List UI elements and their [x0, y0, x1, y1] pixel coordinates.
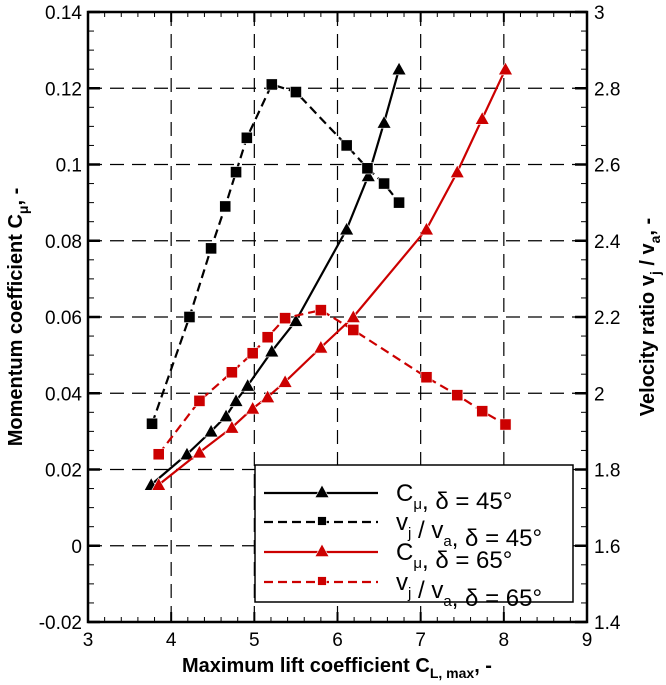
y-left-tick-label: 0.14 — [45, 3, 82, 24]
data-point — [391, 61, 407, 76]
data-point — [193, 394, 206, 407]
legend: Cμ, δ = 45°vj / va, δ = 45°Cμ, δ = 65°vj… — [254, 464, 574, 612]
data-point — [277, 374, 293, 388]
legend-marker — [317, 516, 327, 526]
y-right-tick-label: 2.8 — [594, 79, 620, 100]
data-point — [265, 78, 278, 91]
data-point — [476, 405, 489, 418]
data-point — [290, 86, 302, 98]
legend-marker — [317, 576, 327, 586]
y-left-tick-label: 0 — [71, 537, 82, 558]
y-left-tick-label: 0.02 — [45, 461, 82, 482]
data-point — [218, 408, 234, 423]
data-point — [313, 339, 329, 354]
axes: 3 4 5 6 7 8 9 -0.02 0 0.02 0.04 0.06 0.08 0.1 0.12 0.14… — [39, 3, 621, 651]
y-right-tick-label: 2.6 — [594, 156, 620, 177]
data-point — [205, 242, 217, 255]
data-point — [339, 221, 355, 236]
y-axis-right-label: Velocity ratio vj / va, - — [637, 218, 663, 416]
legend-marker — [314, 484, 330, 498]
y-right-tick-label: 1.6 — [594, 537, 620, 558]
data-point — [230, 166, 242, 179]
plot-frame — [86, 10, 589, 624]
data-point — [279, 312, 292, 325]
data-point — [345, 309, 361, 323]
legend-label: Cμ, δ = 45° — [396, 480, 512, 515]
legend-label: Cμ, δ = 65° — [396, 539, 512, 574]
data-point — [240, 378, 256, 392]
x-tick-label: 8 — [499, 630, 510, 651]
data-point — [219, 200, 232, 213]
data-point — [260, 389, 276, 403]
series-layer — [143, 61, 514, 491]
data-point — [288, 313, 304, 327]
data-point — [420, 371, 433, 384]
y-right-tick-label: 2.2 — [594, 308, 620, 329]
y-left-tick-label: 0.08 — [45, 232, 82, 253]
x-tick-label: 6 — [332, 630, 343, 651]
data-point — [240, 131, 253, 144]
data-point — [378, 177, 390, 190]
data-point — [474, 111, 490, 125]
y-left-tick-label: -0.02 — [39, 613, 82, 634]
y-axis-left-label: Momentum coefficient Cμ, - — [5, 188, 31, 447]
data-point — [449, 164, 465, 179]
data-point — [179, 446, 195, 461]
data-point — [228, 393, 244, 407]
x-tick-label: 9 — [582, 630, 593, 651]
data-point — [246, 347, 259, 360]
data-point — [261, 331, 274, 344]
data-point — [224, 419, 240, 434]
data-point — [203, 423, 219, 438]
series-3 — [151, 61, 514, 491]
data-point — [225, 366, 238, 379]
series-1 — [143, 61, 407, 491]
x-axis-label: Maximum lift coefficient CL, max, - — [182, 655, 492, 681]
legend-label: vj / va, δ = 45° — [396, 509, 542, 552]
y-right-tick-label: 1.4 — [594, 613, 621, 634]
y-left-tick-label: 0.1 — [56, 156, 82, 177]
series-2 — [146, 78, 405, 430]
data-point — [183, 311, 196, 323]
data-point — [340, 139, 353, 152]
x-tick-label: 7 — [415, 630, 426, 651]
series-line — [151, 83, 400, 425]
y-left-tick-label: 0.04 — [45, 384, 82, 405]
series-line — [150, 68, 401, 486]
y-right-tick-label: 1.8 — [594, 461, 620, 482]
data-point — [314, 304, 327, 317]
data-point — [347, 324, 360, 336]
y-right-tick-label: 2.4 — [594, 232, 621, 253]
data-point — [191, 444, 207, 459]
x-tick-label: 3 — [83, 630, 94, 651]
data-point — [245, 400, 261, 415]
legend-box — [254, 464, 574, 603]
x-tick-label: 4 — [166, 630, 177, 651]
legend-label: vj / va, δ = 65° — [396, 569, 542, 612]
y-left-tick-label: 0.06 — [45, 308, 82, 329]
data-point — [497, 61, 514, 76]
data-point — [146, 417, 158, 430]
y-right-tick-label: 3 — [594, 3, 605, 24]
legend-marker — [314, 543, 330, 557]
data-point — [361, 162, 374, 175]
data-point — [451, 389, 464, 402]
x-tick-label: 5 — [249, 630, 260, 651]
data-point — [360, 168, 376, 182]
data-point — [499, 418, 512, 431]
series-4 — [152, 304, 512, 461]
data-point — [393, 196, 405, 209]
data-point — [418, 221, 434, 236]
y-right-tick-label: 2 — [594, 384, 605, 405]
data-point — [376, 114, 392, 129]
data-point — [264, 343, 280, 358]
data-point — [151, 477, 167, 491]
y-left-tick-label: 0.12 — [45, 79, 82, 100]
data-point — [152, 448, 165, 461]
